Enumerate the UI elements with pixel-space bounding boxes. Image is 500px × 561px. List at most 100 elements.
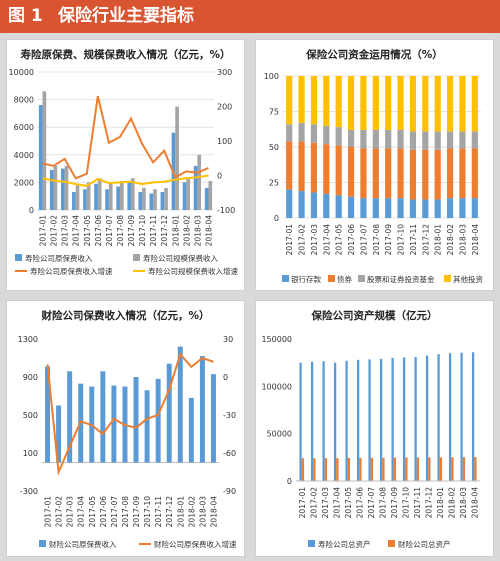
x-tick-label: 2018-02 <box>187 496 196 528</box>
bar <box>49 169 54 210</box>
bar <box>336 458 339 481</box>
bar <box>116 186 120 210</box>
stacked-bar-segment <box>310 192 318 218</box>
x-tick-label: 2017-12 <box>424 487 433 519</box>
bar <box>460 352 463 481</box>
x-tick-label: 2017-08 <box>372 224 381 256</box>
bar <box>301 458 305 481</box>
bar <box>127 181 132 210</box>
bar <box>38 105 43 210</box>
bar <box>149 193 154 210</box>
bar <box>210 374 216 463</box>
y2-tick-label: 0 <box>217 172 222 181</box>
x-tick-label: 2017-06 <box>99 496 108 528</box>
x-tick-label: 2018-01 <box>176 496 185 528</box>
y-tick-label: 100 <box>23 449 38 458</box>
stacked-bar-segment <box>372 76 379 130</box>
x-tick-label: 2017-05 <box>88 496 97 528</box>
x-tick-label: 2017-10 <box>397 224 406 256</box>
bar <box>186 178 190 210</box>
stacked-bar-segment <box>335 145 342 196</box>
stacked-bar-segment <box>286 141 293 190</box>
chart-title: 财险公司保费收入情况（亿元，%） <box>40 309 209 322</box>
bar <box>108 183 113 210</box>
stacked-bar-segment <box>422 76 429 132</box>
series-line <box>46 352 214 476</box>
chart-grid: 寿险原保费、规模保费收入情况（亿元，%） 0 2000 4000 6000 8000 100… <box>0 33 500 561</box>
stacked-bar-segment <box>422 131 429 150</box>
stacked-bar-segment <box>323 144 330 194</box>
x-tick-label: 2017-02 <box>50 215 59 247</box>
stacked-bar-segment <box>446 148 454 199</box>
x-tick-label: 2018-01 <box>171 215 180 247</box>
bar <box>448 353 452 481</box>
stacked-bar-segment <box>397 76 404 130</box>
bar <box>428 457 431 481</box>
bar <box>451 457 454 481</box>
stacked-bar-segment <box>347 76 355 130</box>
bar <box>160 192 165 210</box>
x-tick-label: 2018-04 <box>470 487 479 519</box>
bar <box>94 183 98 210</box>
stacked-bar-segment <box>385 148 392 199</box>
bar <box>208 181 213 210</box>
legend-label: 财险公司原保费收入增速 <box>154 539 237 549</box>
legend-swatch <box>282 275 289 282</box>
stacked-bar-segment <box>409 76 417 132</box>
bar <box>425 355 429 481</box>
bar <box>131 178 135 210</box>
bar <box>416 457 420 481</box>
stacked-bar-segment <box>459 131 466 149</box>
stacked-bar-segment <box>434 76 441 132</box>
x-tick-label: 2017-03 <box>321 487 330 519</box>
y-tick-label: 50 <box>269 143 279 152</box>
x-tick-label: 2017-11 <box>149 215 158 247</box>
x-tick-label: 2017-06 <box>347 224 356 256</box>
bar <box>61 168 65 210</box>
stacked-bar-segment <box>298 141 305 192</box>
legend-swatch <box>358 275 365 282</box>
bar <box>133 377 139 463</box>
bar <box>97 178 102 210</box>
x-tick-label: 2018-02 <box>446 224 455 256</box>
x-tick-label: 2017-10 <box>138 215 147 247</box>
bar <box>382 457 385 481</box>
x-tick-label: 2017-04 <box>332 487 341 519</box>
y-tick-label: 0 <box>29 206 34 215</box>
stacked-bar-segment <box>409 131 417 150</box>
x-tick-label: 2017-03 <box>310 224 319 256</box>
stacked-bar-segment <box>310 124 318 143</box>
stacked-bar-segment <box>446 131 454 149</box>
bar <box>333 362 337 481</box>
y-tick-label: 100 <box>264 72 279 81</box>
x-tick-label: 2017-02 <box>298 224 307 256</box>
bar <box>391 357 394 481</box>
bar <box>142 187 146 210</box>
legend-swatch <box>39 540 46 547</box>
bar <box>324 458 328 481</box>
stacked-bar-segment <box>409 149 417 200</box>
x-tick-label: 2018-03 <box>459 487 468 519</box>
legend-swatch <box>308 540 315 547</box>
legend-label: 财险公司原保费收入 <box>49 539 117 549</box>
stacked-bar-segment <box>323 125 330 145</box>
legend-swatch <box>133 254 140 261</box>
x-tick-label: 2017-10 <box>401 487 410 519</box>
y-tick-label: 8000 <box>14 96 34 105</box>
stacked-bar-segment <box>298 191 305 218</box>
legend-label: 寿险公司原保费收入增速 <box>30 266 113 276</box>
y2-tick-label: 300 <box>217 68 232 77</box>
x-tick-label: 2017-04 <box>72 215 81 247</box>
legend-swatch <box>328 275 335 282</box>
x-tick-label: 2017-03 <box>66 496 75 528</box>
bar <box>100 371 106 463</box>
bar <box>402 357 406 481</box>
bar <box>204 187 209 210</box>
legend-label: 寿险公司总资产 <box>318 539 371 549</box>
stacked-bar-segment <box>397 198 404 218</box>
stacked-bar-segment <box>434 131 441 150</box>
life-premium-panel: 寿险原保费、规模保费收入情况（亿元，%） 0 2000 4000 6000 8000 100… <box>6 39 245 291</box>
stacked-bar-segment <box>335 76 342 128</box>
series-line <box>42 174 209 187</box>
bar <box>166 363 172 463</box>
